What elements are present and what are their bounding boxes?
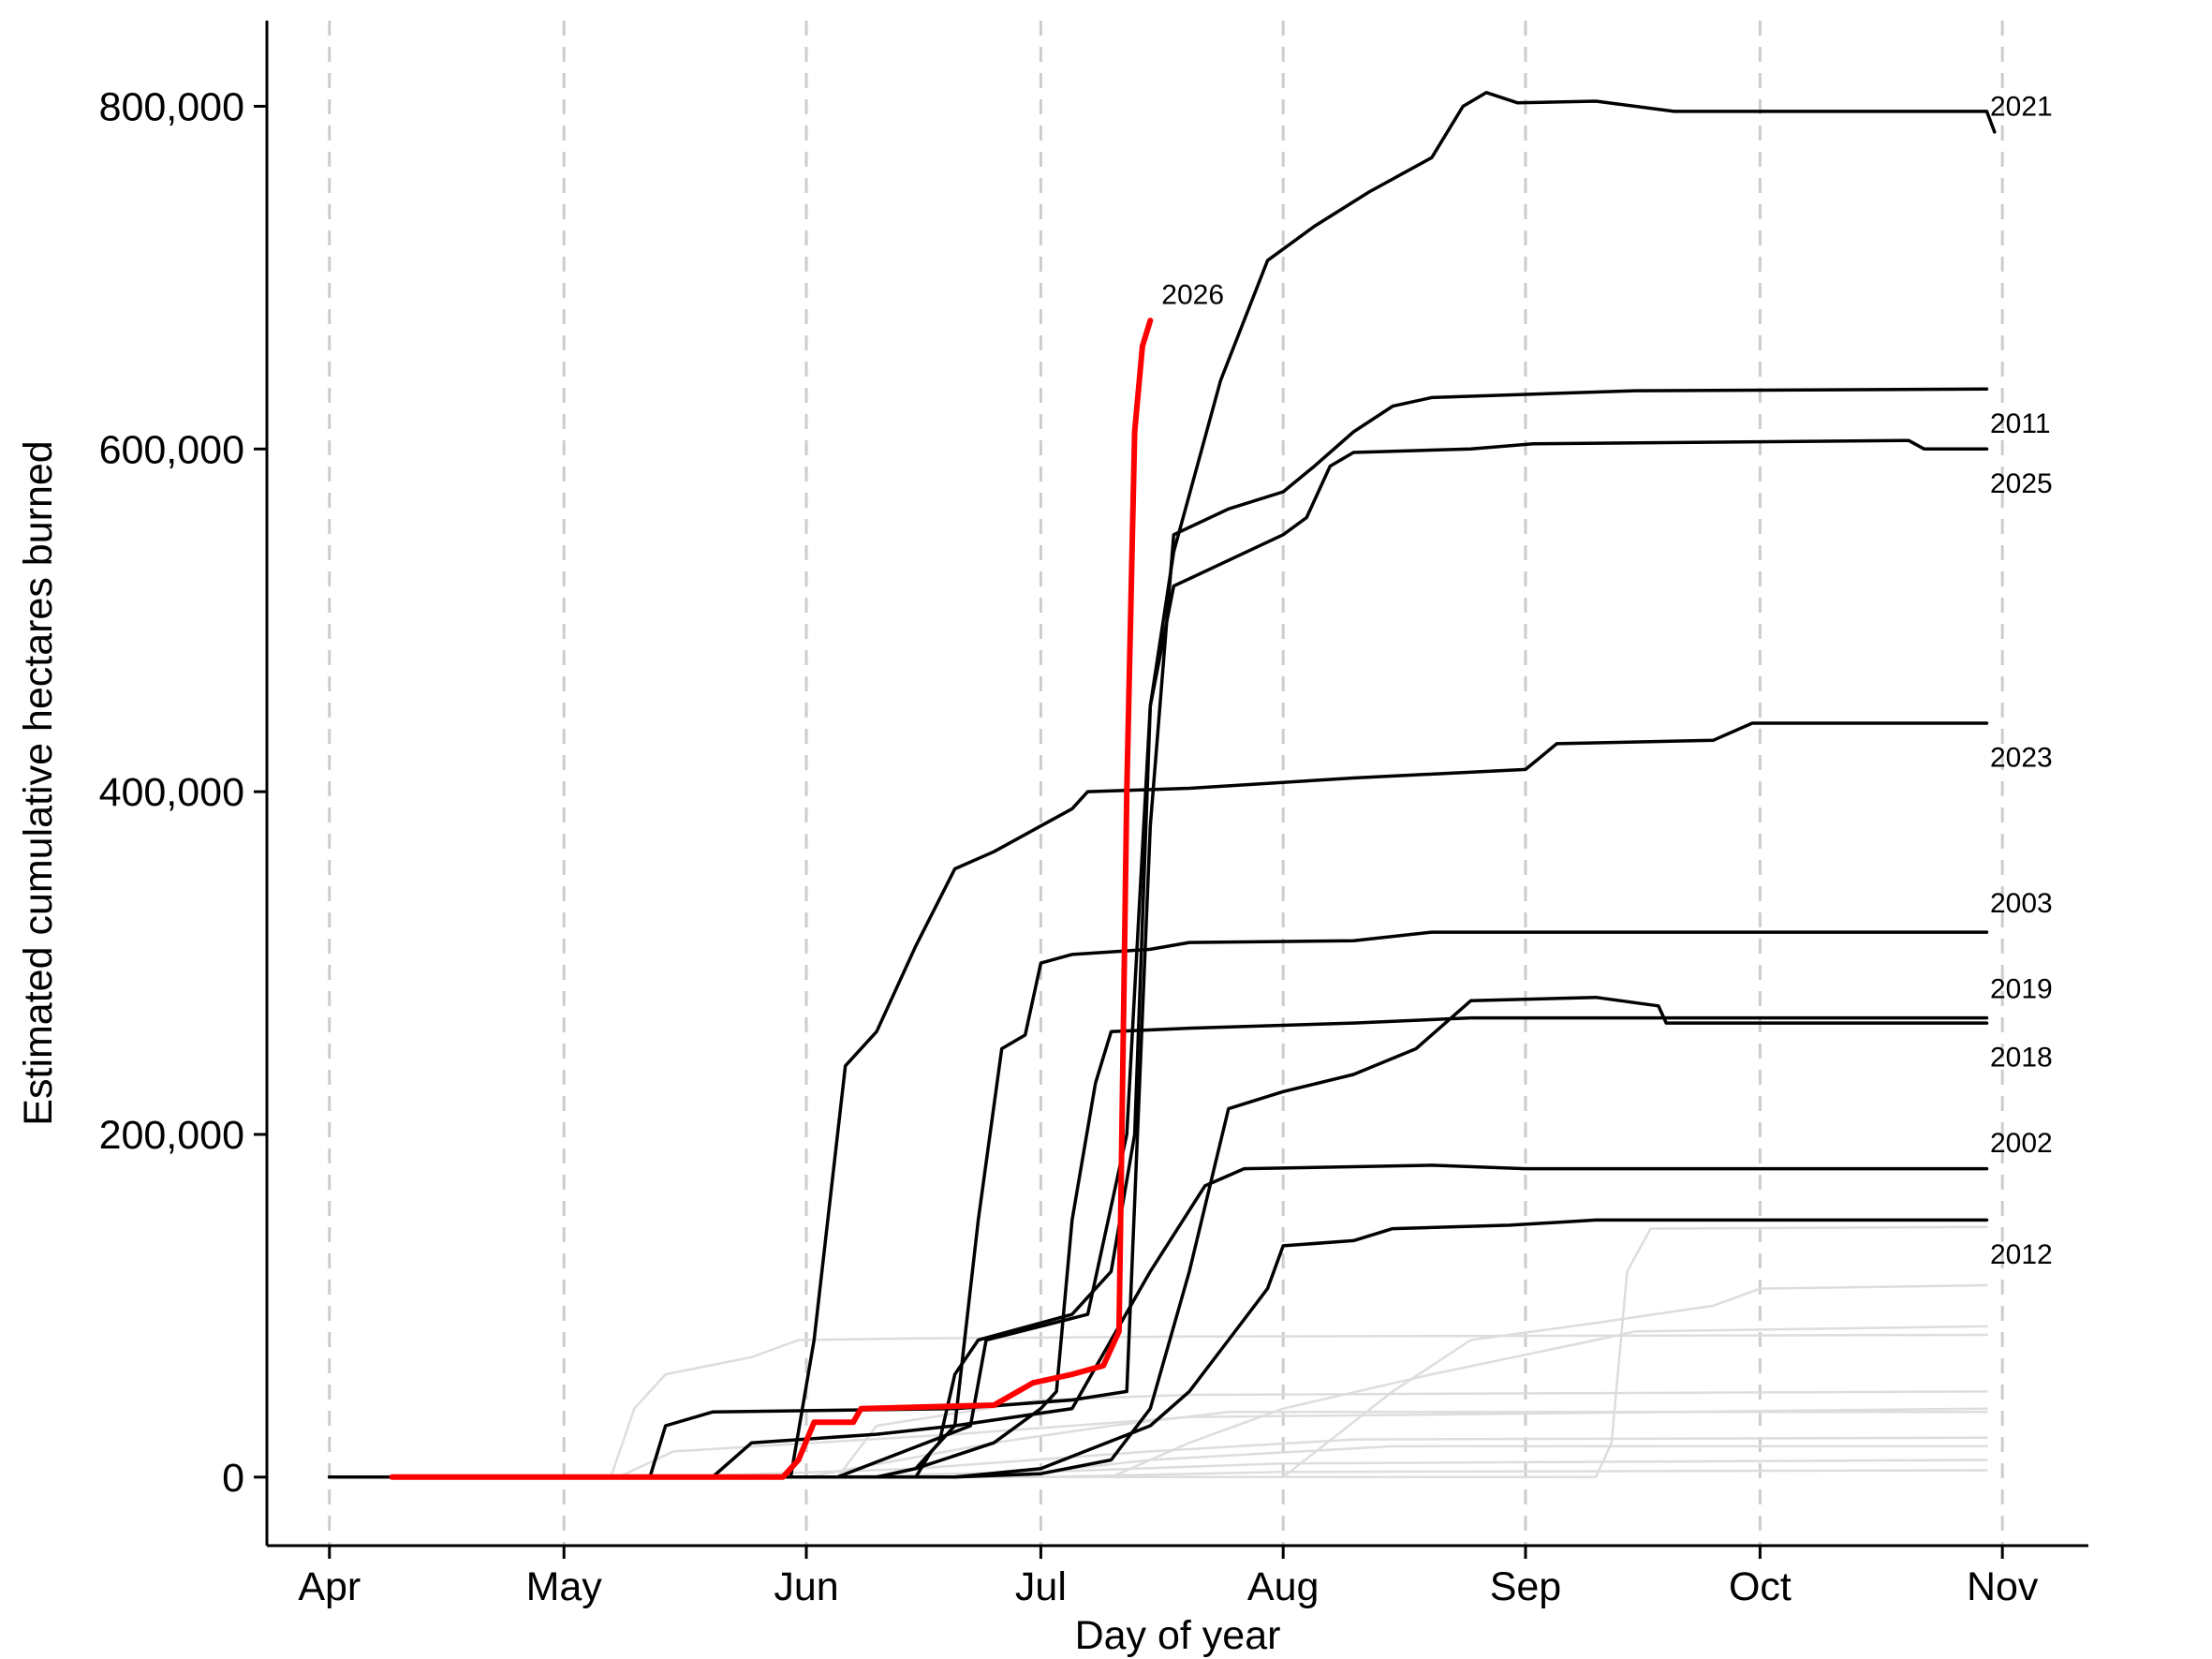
series-line-2003	[328, 930, 1989, 1479]
y-axis-title: Estimated cumulative hectares burned	[16, 440, 61, 1125]
series-label-2023: 2023	[1990, 743, 2053, 774]
x-axis-title: Day of year	[1075, 1613, 1281, 1658]
series-line-bg-10	[328, 1225, 1988, 1479]
axes	[265, 21, 2088, 1548]
series-label-2018: 2018	[1990, 1043, 2053, 1074]
series-line-2025	[328, 438, 1989, 1479]
series-line-2023	[328, 721, 1989, 1479]
x-tick-label: Jun	[774, 1564, 838, 1609]
x-tick-label: Apr	[298, 1564, 361, 1609]
y-axis-ticks: 0 200,000 400,000 600,000 800,000	[99, 84, 267, 1501]
series-label-2003: 2003	[1990, 888, 2053, 919]
y-tick-label: 800,000	[99, 84, 244, 129]
series-label-2002: 2002	[1990, 1128, 2053, 1159]
background-series-lines	[328, 1225, 1988, 1479]
series-line-2011	[328, 387, 1989, 1479]
y-tick-label: 200,000	[99, 1113, 244, 1158]
series-line-2002	[328, 1163, 1989, 1479]
series-labels: 2021 2026 2011 2025 2023 2003 2019 2018 2002 2012	[1161, 91, 2052, 1270]
series-line-2012	[328, 1218, 1989, 1479]
y-tick-label: 400,000	[99, 770, 244, 815]
x-tick-label: Nov	[1967, 1564, 2039, 1609]
series-label-2025: 2025	[1990, 468, 2053, 499]
y-tick-label: 0	[222, 1456, 244, 1501]
y-tick-label: 600,000	[99, 427, 244, 472]
labeled-series-lines	[328, 91, 1997, 1479]
series-line-2021	[328, 91, 1997, 1479]
x-tick-label: May	[526, 1564, 603, 1609]
series-line-bg-14	[328, 1390, 1988, 1479]
x-tick-label: Aug	[1247, 1564, 1320, 1609]
series-label-2012: 2012	[1990, 1239, 2053, 1270]
x-axis-ticks: Apr May Jun Jul Aug Sep Oct Nov	[298, 1546, 2039, 1609]
series-label-2011: 2011	[1990, 408, 2051, 439]
highlight-series-lines	[389, 318, 1154, 1480]
series-label-2026: 2026	[1161, 280, 1224, 311]
series-line-2026	[389, 318, 1154, 1480]
series-label-2019: 2019	[1990, 974, 2053, 1005]
series-label-2021: 2021	[1990, 91, 2053, 122]
x-tick-label: Jul	[1015, 1564, 1067, 1609]
x-tick-label: Sep	[1490, 1564, 1562, 1609]
month-gridlines	[328, 21, 2004, 1546]
series-line-bg-12	[328, 1333, 1988, 1479]
series-line-bg-13	[328, 1325, 1988, 1479]
series-line-2018	[328, 995, 1989, 1479]
x-tick-label: Oct	[1729, 1564, 1792, 1609]
series-line-2019	[328, 1015, 1989, 1479]
